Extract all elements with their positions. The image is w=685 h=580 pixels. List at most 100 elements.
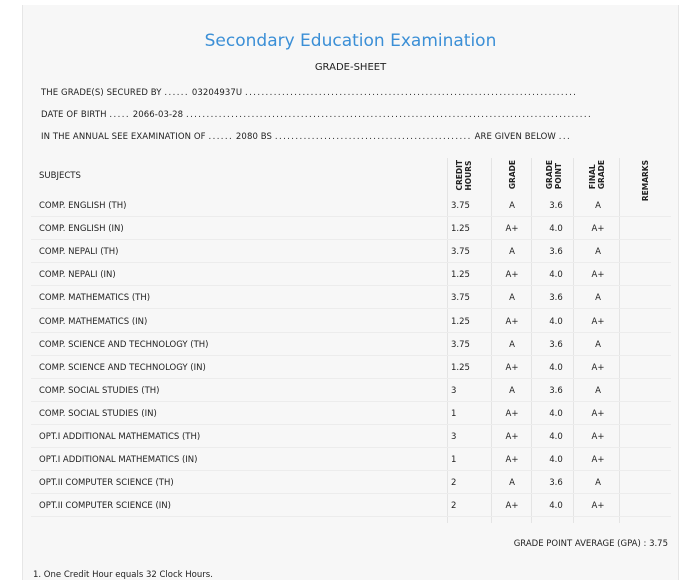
table-row: COMP. MATHEMATICS (IN) 1.25 A+ 4.0 A+ [31,310,671,333]
grade-cell: A+ [505,455,519,466]
row-divider [31,331,671,333]
credit-hour-footnote: 1. One Credit Hour equals 32 Clock Hours… [33,570,213,580]
subject-cell: OPT.I ADDITIONAL MATHEMATICS (TH) [39,432,201,442]
grade-point-cell: 4.0 [549,408,563,419]
grade-cell: A+ [505,432,519,442]
dob-value: 2066-03-28 [132,110,184,120]
grade-point-cell: 3.6 [549,201,563,211]
grade-point-cell: 4.0 [549,270,563,281]
row-divider [31,285,671,287]
subject-cell: COMP. SOCIAL STUDIES (TH) [39,385,160,396]
row-divider [31,423,671,425]
exam-year-label: IN THE ANNUAL SEE EXAMINATION OF [41,132,206,142]
row-divider [31,377,671,379]
gpa-summary: GRADE POINT AVERAGE (GPA) : 3.75 [513,539,668,549]
final-grade-cell: A+ [591,316,605,327]
column-divider [573,158,574,523]
grade-cell: A [509,293,515,304]
credit-hours-cell: 1.25 [451,316,470,327]
row-divider [31,354,671,356]
grade-point-cell: 3.6 [549,247,563,258]
table-row: COMP. SCIENCE AND TECHNOLOGY (TH) 3.75 A 3.… [31,333,671,356]
final-grade-cell: A+ [591,270,605,281]
row-divider [31,262,671,264]
grade-cell: A [509,201,515,211]
secured-by-label: THE GRADE(S) SECURED BY [41,88,162,98]
subject-cell: COMP. SCIENCE AND TECHNOLOGY (TH) [39,339,209,350]
table-row: COMP. SCIENCE AND TECHNOLOGY (IN) 1.25 A+ 4… [31,356,671,379]
grade-point-cell: 3.6 [549,478,563,489]
row-divider [31,493,671,495]
grade-cell: A+ [505,224,519,235]
final-grade-cell: A+ [591,501,605,512]
dob-label: DATE OF BIRTH [41,110,107,120]
row-divider [31,516,671,518]
row-divider [31,216,671,217]
exam-year-line: IN THE ANNUAL SEE EXAMINATION OF ...... … [41,132,572,142]
subject-cell: COMP. ENGLISH (IN) [39,224,124,235]
grade-point-cell: 3.6 [549,385,563,396]
grade-point-cell: 3.6 [549,339,563,350]
dob-line: DATE OF BIRTH ..... 2066-03-28 .........… [41,110,593,120]
credit-hours-cell: 3 [451,385,457,396]
grade-cell: A [509,385,515,396]
subject-cell: OPT.II COMPUTER SCIENCE (IN) [39,501,171,512]
final-grade-cell: A+ [591,455,605,466]
row-divider [31,308,671,310]
credit-hours-cell: 2 [451,478,457,489]
table-row: OPT.II COMPUTER SCIENCE (IN) 2 A+ 4.0 A+ [31,494,671,518]
credit-hours-cell: 3.75 [451,201,470,211]
final-grade-cell: A+ [591,224,605,235]
grade-sheet: Secondary Education Examination GRADE-SH… [22,5,679,580]
grade-point-cell: 4.0 [549,501,563,512]
grade-point-cell: 4.0 [549,362,563,373]
grade-cell: A+ [505,362,519,373]
grade-point-cell: 3.6 [549,293,563,304]
final-grade-cell: A [595,339,601,350]
table-row: COMP. ENGLISH (IN) 1.25 A+ 4.0 A+ [31,217,671,241]
grade-point-cell: 4.0 [549,316,563,327]
table-row: OPT.I ADDITIONAL MATHEMATICS (IN) 1 A+ 4.0 A… [31,448,671,472]
final-grade-cell: A [595,293,601,304]
grade-cell: A+ [505,270,519,281]
secured-by-line: THE GRADE(S) SECURED BY ...... 03204937U… [41,88,578,98]
table-row: COMP. ENGLISH (TH) 3.75 A 3.6 A [31,194,671,217]
credit-hours-cell: 3.75 [451,247,470,258]
table-row: OPT.I ADDITIONAL MATHEMATICS (TH) 3 A+ 4.0 A… [31,425,671,448]
subject-cell: COMP. MATHEMATICS (TH) [39,293,151,304]
subject-cell: COMP. NEPALI (TH) [39,247,119,258]
grade-cell: A+ [505,408,519,419]
table-row: COMP. SOCIAL STUDIES (IN) 1 A+ 4.0 A+ [31,402,671,425]
grade-cell: A [509,478,515,489]
exam-year-value: 2080 BS [235,132,273,142]
subject-cell: OPT.II COMPUTER SCIENCE (TH) [39,478,174,489]
grade-point-cell: 4.0 [549,455,563,466]
row-divider [31,447,671,448]
final-grade-cell: A [595,247,601,258]
column-divider [491,158,492,523]
credit-hours-cell: 3 [451,432,457,442]
row-divider [31,470,671,472]
grade-cell: A+ [505,501,519,512]
subject-cell: COMP. MATHEMATICS (IN) [39,316,148,327]
final-grade-header: FINAL GRADE [588,160,606,190]
given-below-label: ARE GIVEN BELOW [474,132,556,142]
credit-hours-cell: 3.75 [451,293,470,304]
subject-cell: COMP. SOCIAL STUDIES (IN) [39,408,157,419]
row-divider [31,239,671,241]
table-row: COMP. MATHEMATICS (TH) 3.75 A 3.6 A [31,286,671,310]
credit-hours-cell: 1.25 [451,224,470,235]
final-grade-cell: A [595,385,601,396]
table-row: OPT.II COMPUTER SCIENCE (TH) 2 A 3.6 A [31,471,671,495]
credit-hours-cell: 3.75 [451,339,470,350]
credit-hours-cell: 1 [451,408,457,419]
subject-cell: COMP. ENGLISH (TH) [39,201,127,211]
grade-point-cell: 4.0 [549,224,563,235]
grade-cell: A [509,339,515,350]
subject-cell: COMP. SCIENCE AND TECHNOLOGY (IN) [39,362,206,373]
credit-hours-cell: 1 [451,455,457,466]
credit-hours-header: CREDIT HOURS [455,160,473,191]
credit-hours-cell: 1.25 [451,362,470,373]
table-row: COMP. SOCIAL STUDIES (TH) 3 A 3.6 A [31,379,671,402]
column-divider [531,158,532,523]
